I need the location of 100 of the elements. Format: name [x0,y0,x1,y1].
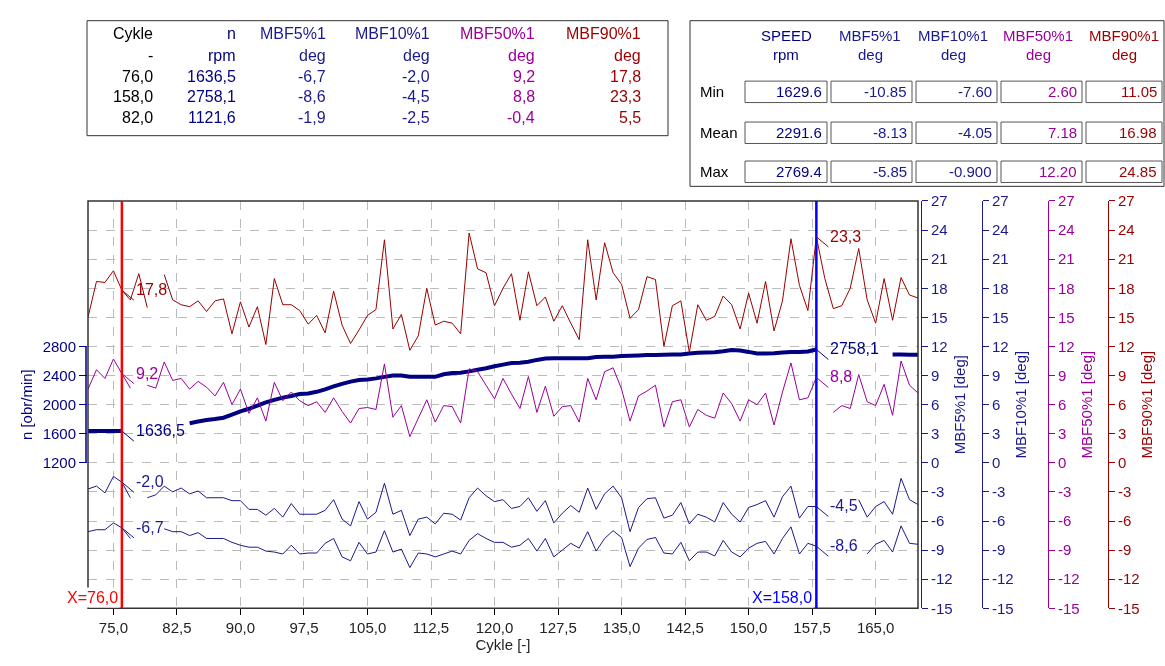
text: 21 [1118,250,1135,268]
text: n [227,25,236,42]
text: 6 [1058,395,1067,413]
text: -0.900 [949,163,992,180]
text: 11.05 [1121,83,1158,100]
text: -6 [1058,512,1072,530]
text: 8,8 [513,88,536,105]
text: 12.20 [1039,163,1077,180]
y2-axis-title: MBF5%1 [deg] [950,355,968,455]
text: 1121,6 [188,109,236,126]
y3-tick-label: -3 [992,483,1006,501]
text: 9,2 [513,68,536,85]
text: -6 [1118,512,1132,530]
y2-tick-label: 21 [931,250,948,268]
text: MBF5%1 [260,25,326,42]
text: MBF5%1 [839,27,901,44]
text: -4,5 [402,88,430,105]
y3-tick-label: 9 [992,366,1001,384]
text: -9 [1058,541,1072,559]
ref-line-label: X=158,0 [752,589,813,606]
y3-axis-title: MBF10%1 [deg] [1011,350,1029,459]
text: 0 [1118,454,1127,472]
text: -9 [1118,541,1132,559]
text: rpm [208,47,236,64]
text: 9 [1118,366,1127,384]
data-label: 17,8 [136,281,168,298]
x-tick-label: 105,0 [348,619,387,637]
x-tick-label: 82,5 [162,619,192,637]
y3-tick-label: -9 [992,541,1006,559]
x-tick-label: 142,5 [666,619,704,637]
text: -2,0 [402,68,430,85]
x-axis-title: Cykle [-] [475,636,531,654]
text: 2291.6 [776,124,822,141]
y-tick-label: 1200 [42,454,76,472]
y-axis-title: n [obr/min] [17,369,35,441]
y3-tick-label: 18 [992,279,1009,297]
y2-tick-label: 3 [931,424,940,442]
text: -4.05 [958,124,993,141]
text: -1,9 [298,109,326,126]
y3-tick-label: 0 [992,454,1001,472]
text: 2758,1 [187,88,237,105]
text: 9 [1058,366,1067,384]
y3-tick-label: 21 [992,250,1009,268]
text: deg [858,46,884,63]
data-label: -4,5 [830,497,858,514]
y-tick-label: 2800 [42,337,76,355]
text: MBF90%1 [deg] [1137,350,1155,459]
y2-tick-label: 12 [931,337,948,355]
y3-tick-label: 6 [992,395,1001,413]
text: 27 [1058,192,1075,210]
text: -2,5 [402,109,430,126]
text: MBF50%1 [deg] [1077,350,1095,459]
data-label: 8,8 [830,368,853,385]
data-label: 9,2 [136,365,159,382]
text: 82,0 [122,109,154,126]
text: deg [941,46,967,63]
text: deg [299,47,326,64]
text: deg [1112,46,1138,63]
x-tick-label: 165,0 [856,619,895,637]
x-tick-label: 127,5 [539,619,577,637]
y2-tick-label: -3 [931,483,945,501]
text: 158,0 [113,88,154,105]
text: 24.85 [1119,163,1157,180]
data-label: -8,6 [830,537,858,554]
text: 23,3 [610,88,642,105]
text: 21 [1058,250,1075,268]
y2-tick-label: 27 [931,192,948,210]
y2-tick-label: 24 [931,221,948,239]
x-tick-label: 120,0 [475,619,514,637]
text: rpm [773,46,799,63]
text: -8.13 [873,124,908,141]
y3-tick-label: 27 [992,192,1009,210]
text: -8,6 [298,88,326,105]
x-tick-label: 75,0 [98,619,129,637]
text: -3 [1058,483,1072,501]
y2-tick-label: 9 [931,366,940,384]
text: deg [614,47,641,64]
text: 15 [1058,308,1075,326]
y3-tick-label: -6 [992,512,1006,530]
text: -0,4 [507,109,535,126]
y3-tick-label: 3 [992,424,1001,442]
text: 18 [1058,279,1075,297]
text: deg [1026,46,1052,63]
text: 3 [1118,424,1127,442]
x-tick-label: 150,0 [729,619,768,637]
text: -15 [1058,599,1080,617]
text: Mean [700,124,738,141]
y3-tick-label: 12 [992,337,1009,355]
y2-tick-label: -9 [931,541,945,559]
x-tick-label: 90,0 [225,619,256,637]
text: -3 [1118,483,1132,501]
text: MBF50%1 [460,25,535,42]
text: 24 [1058,221,1075,239]
text: - [148,47,154,64]
data-label: -2,0 [136,473,164,490]
y2-tick-label: -15 [931,599,953,617]
data-label: 2758,1 [830,340,880,357]
text: 2769.4 [776,163,822,180]
text: 24 [1118,221,1135,239]
text: 17,8 [610,68,642,85]
